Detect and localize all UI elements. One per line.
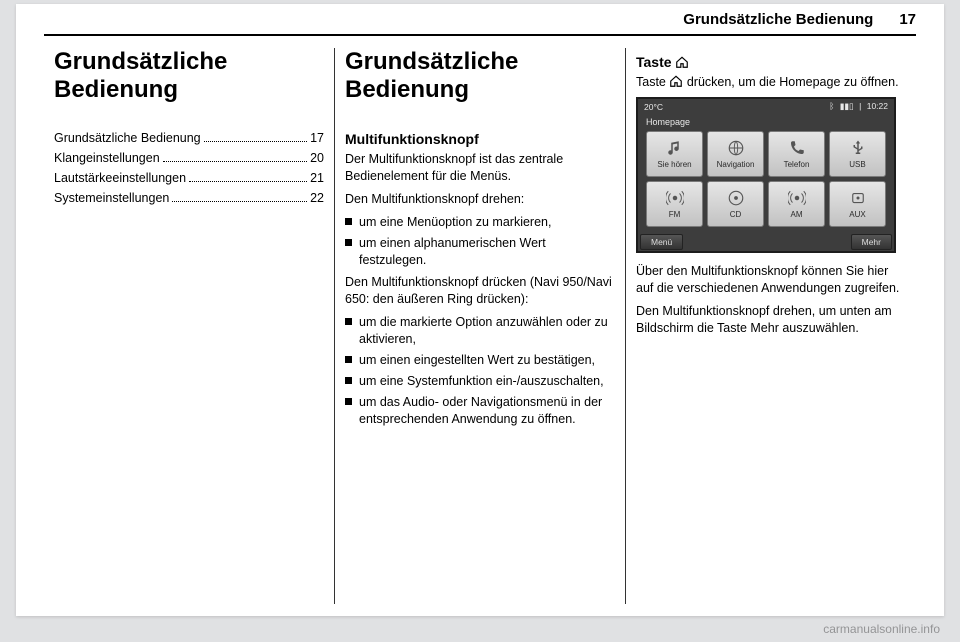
toc-label: Lautstärkeeinstellungen bbox=[54, 171, 186, 185]
toc-page: 22 bbox=[310, 191, 324, 205]
header-title: Grundsätzliche Bedienung bbox=[683, 11, 873, 28]
device-time: 10:22 bbox=[867, 101, 888, 111]
toc-page: 17 bbox=[310, 131, 324, 145]
device-menu-button[interactable]: Menü bbox=[640, 234, 683, 250]
signal-icon: ▮▮▯ bbox=[840, 101, 854, 111]
col2-subheading: Multifunktionsknopf bbox=[345, 131, 615, 147]
toc-label: Klangeinstellungen bbox=[54, 151, 160, 165]
device-tile-telefon[interactable]: Telefon bbox=[768, 131, 825, 177]
list-item: um eine Systemfunktion ein-/auszuschalte… bbox=[345, 373, 615, 390]
device-tile-am[interactable]: AM bbox=[768, 181, 825, 227]
device-more-button[interactable]: Mehr bbox=[851, 234, 892, 250]
list-item: um eine Menüoption zu markieren, bbox=[345, 214, 615, 231]
col2-list-2: um die markierte Option anzuwählen oder … bbox=[345, 314, 615, 427]
bluetooth-icon: ᛒ bbox=[829, 101, 834, 111]
device-tile-label: CD bbox=[730, 210, 742, 219]
col2-para-1: Der Multifunktionsknopf ist das zentrale… bbox=[345, 151, 615, 185]
col3-para-3: Den Multifunktionsknopf drehen, um unten… bbox=[636, 303, 906, 337]
column-1: Grundsätzliche Bedienung Grundsätzliche … bbox=[44, 48, 334, 604]
toc-row: Grundsätzliche Bedienung 17 bbox=[54, 131, 324, 145]
device-tile-label: Sie hören bbox=[657, 160, 691, 169]
device-temp: 20°C bbox=[644, 102, 663, 112]
col3-sub-text-a: Taste bbox=[636, 54, 675, 70]
manual-page: Grundsätzliche Bedienung 17 Grundsätzlic… bbox=[16, 4, 944, 616]
list-item: um einen alphanumerischen Wert festzuleg… bbox=[345, 235, 615, 269]
separator-icon: | bbox=[859, 101, 861, 111]
device-tile-cd[interactable]: CD bbox=[707, 181, 764, 227]
col2-para-3: Den Multifunktionsknopf drücken (Navi 95… bbox=[345, 274, 615, 308]
device-tile-label: Navigation bbox=[717, 160, 755, 169]
toc-page: 21 bbox=[310, 171, 324, 185]
list-item: um das Audio- oder Navigationsmenü in de… bbox=[345, 394, 615, 428]
toc-dots bbox=[163, 161, 307, 162]
device-tile-label: AUX bbox=[849, 210, 865, 219]
device-bottom-bar: Menü Mehr bbox=[638, 233, 894, 251]
column-2: Grundsätzliche Bedienung Multifunktionsk… bbox=[334, 48, 625, 604]
toc-row: Klangeinstellungen 20 bbox=[54, 151, 324, 165]
toc-label: Systemeinstellungen bbox=[54, 191, 169, 205]
device-tile-fm[interactable]: FM bbox=[646, 181, 703, 227]
device-status-right: ᛒ ▮▮▯ | 10:22 bbox=[826, 101, 888, 112]
toc-dots bbox=[172, 201, 307, 202]
page-header: Grundsätzliche Bedienung 17 bbox=[16, 4, 944, 34]
col3-para-2: Über den Multifunktionsknopf können Sie … bbox=[636, 263, 906, 297]
device-tile-label: AM bbox=[791, 210, 803, 219]
device-tile-grid: Sie hören Navigation Telefon USB FM CD AM AUX bbox=[646, 131, 886, 227]
toc-dots bbox=[204, 141, 307, 142]
device-screenshot: 20°C ᛒ ▮▮▯ | 10:22 Homepage Sie hören Nav… bbox=[636, 97, 896, 253]
home-icon bbox=[675, 55, 689, 67]
col2-heading: Grundsätzliche Bedienung bbox=[345, 48, 615, 103]
col3-subheading: Taste bbox=[636, 54, 906, 70]
content-columns: Grundsätzliche Bedienung Grundsätzliche … bbox=[16, 36, 944, 604]
device-tile-navigation[interactable]: Navigation bbox=[707, 131, 764, 177]
col2-list-1: um eine Menüoption zu markieren, um einen… bbox=[345, 214, 615, 269]
col3-p1-text-a: Taste bbox=[636, 75, 669, 89]
home-icon bbox=[669, 75, 683, 87]
table-of-contents: Grundsätzliche Bedienung 17 Klangeinstellu… bbox=[54, 131, 324, 205]
header-page-number: 17 bbox=[899, 11, 916, 28]
toc-dots bbox=[189, 181, 307, 182]
col3-p1-text-b: drücken, um die Homepage zu öffnen. bbox=[683, 75, 898, 89]
device-tile-label: Telefon bbox=[784, 160, 810, 169]
toc-row: Systemeinstellungen 22 bbox=[54, 191, 324, 205]
col2-para-2: Den Multifunktionsknopf drehen: bbox=[345, 191, 615, 208]
device-tile-usb[interactable]: USB bbox=[829, 131, 886, 177]
toc-page: 20 bbox=[310, 151, 324, 165]
device-title: Homepage bbox=[646, 117, 690, 127]
list-item: um einen eingestellten Wert zu bestätige… bbox=[345, 352, 615, 369]
device-status-bar: 20°C ᛒ ▮▮▯ | 10:22 bbox=[638, 99, 894, 115]
watermark: carmanualsonline.info bbox=[823, 622, 940, 636]
list-item: um die markierte Option anzuwählen oder … bbox=[345, 314, 615, 348]
toc-label: Grundsätzliche Bedienung bbox=[54, 131, 201, 145]
column-3: Taste Taste drücken, um die Homepage zu … bbox=[625, 48, 916, 604]
device-tile-label: USB bbox=[849, 160, 865, 169]
device-tile-aux[interactable]: AUX bbox=[829, 181, 886, 227]
toc-row: Lautstärkeeinstellungen 21 bbox=[54, 171, 324, 185]
col1-heading: Grundsätzliche Bedienung bbox=[54, 48, 324, 103]
col3-para-1: Taste drücken, um die Homepage zu öffnen… bbox=[636, 74, 906, 91]
device-tile-label: FM bbox=[669, 210, 681, 219]
device-tile-sie-hören[interactable]: Sie hören bbox=[646, 131, 703, 177]
